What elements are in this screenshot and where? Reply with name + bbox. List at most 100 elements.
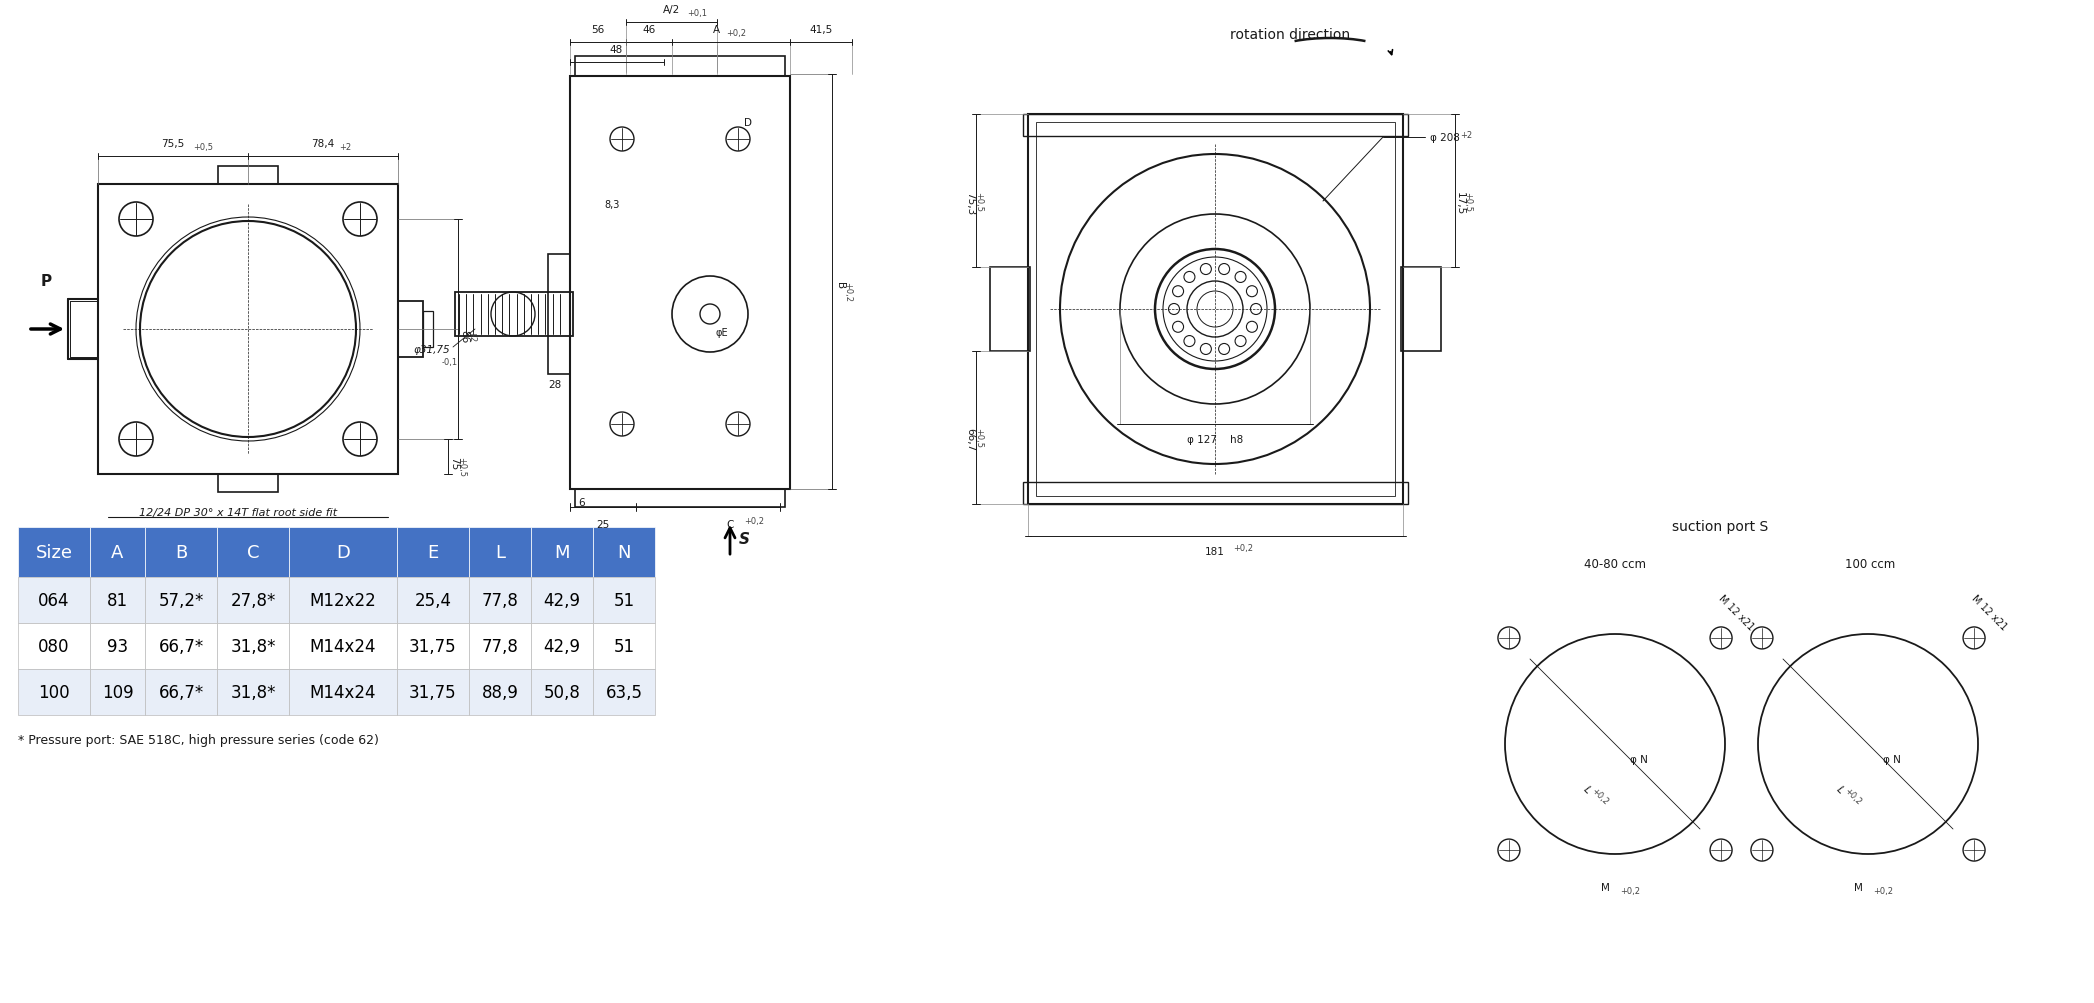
- Bar: [593, 528, 655, 578]
- Bar: [90, 528, 144, 578]
- Text: +0,5: +0,5: [456, 457, 467, 477]
- Text: φE: φE: [716, 328, 729, 338]
- Text: 75,3: 75,3: [965, 192, 976, 215]
- Text: φ 208: φ 208: [1430, 132, 1460, 142]
- Bar: [990, 268, 1030, 352]
- Text: C: C: [247, 544, 260, 562]
- Text: +0,2: +0,2: [743, 517, 764, 526]
- Text: 42,9: 42,9: [544, 592, 580, 610]
- Text: +2: +2: [467, 330, 477, 342]
- Text: 77,8: 77,8: [482, 637, 519, 655]
- Bar: [570, 77, 789, 489]
- Bar: [1022, 115, 1407, 136]
- Bar: [532, 624, 593, 669]
- Bar: [289, 528, 398, 578]
- Text: 50,8: 50,8: [544, 683, 580, 701]
- Text: φ N: φ N: [1883, 754, 1901, 764]
- Text: 63,5: 63,5: [605, 683, 643, 701]
- Bar: [98, 185, 398, 474]
- Bar: [532, 578, 593, 624]
- Bar: [469, 578, 532, 624]
- Bar: [90, 578, 144, 624]
- Bar: [398, 578, 469, 624]
- Bar: [144, 578, 218, 624]
- Bar: [289, 578, 398, 624]
- Text: L: L: [1834, 783, 1845, 794]
- Bar: [144, 528, 218, 578]
- Text: 41,5: 41,5: [810, 25, 833, 35]
- Bar: [398, 528, 469, 578]
- Bar: [1022, 482, 1407, 505]
- Text: +0,2: +0,2: [1589, 786, 1610, 806]
- Text: M 12 x21: M 12 x21: [1970, 593, 2008, 632]
- Bar: [144, 669, 218, 715]
- Text: 27,8*: 27,8*: [230, 592, 276, 610]
- Text: A: A: [111, 544, 124, 562]
- Text: 8,3: 8,3: [605, 200, 620, 210]
- Text: +0,2: +0,2: [1233, 544, 1252, 553]
- Bar: [593, 624, 655, 669]
- Text: D: D: [743, 118, 752, 127]
- Bar: [469, 669, 532, 715]
- Text: 31,75: 31,75: [408, 683, 456, 701]
- Text: 75,5: 75,5: [161, 138, 184, 148]
- Text: 40-80 ccm: 40-80 ccm: [1583, 558, 1646, 571]
- Text: A: A: [712, 25, 720, 35]
- Bar: [90, 624, 144, 669]
- Text: 51: 51: [614, 592, 634, 610]
- Text: B: B: [836, 282, 846, 289]
- Text: L: L: [494, 544, 505, 562]
- Text: 66,7: 66,7: [965, 428, 976, 451]
- Text: M: M: [1853, 882, 1862, 892]
- Bar: [289, 669, 398, 715]
- Text: M: M: [1600, 882, 1610, 892]
- Bar: [549, 255, 570, 375]
- Text: +0,2: +0,2: [844, 282, 852, 302]
- Bar: [398, 302, 423, 358]
- Text: M14x24: M14x24: [310, 637, 377, 655]
- Text: M: M: [555, 544, 570, 562]
- Text: +0,5: +0,5: [193, 142, 214, 151]
- Bar: [532, 669, 593, 715]
- Text: A/2: A/2: [664, 5, 681, 15]
- Text: 17,5: 17,5: [1455, 192, 1464, 215]
- Bar: [576, 489, 785, 508]
- Text: N: N: [618, 544, 630, 562]
- Bar: [218, 578, 289, 624]
- Text: φ N: φ N: [1629, 754, 1648, 764]
- Text: +0,5: +0,5: [1464, 192, 1472, 212]
- Text: 080: 080: [38, 637, 69, 655]
- Bar: [576, 57, 785, 77]
- Bar: [469, 528, 532, 578]
- Text: 181: 181: [1204, 547, 1225, 557]
- Text: 31,8*: 31,8*: [230, 683, 276, 701]
- Text: 56: 56: [591, 25, 605, 35]
- Text: B: B: [176, 544, 186, 562]
- Text: 12/24 DP 30° x 14T flat root side fit: 12/24 DP 30° x 14T flat root side fit: [138, 508, 337, 518]
- Text: 81: 81: [107, 592, 128, 610]
- Bar: [1037, 123, 1395, 496]
- Text: 25,4: 25,4: [415, 592, 452, 610]
- Text: 57,2*: 57,2*: [159, 592, 203, 610]
- Text: 109: 109: [103, 683, 134, 701]
- Text: +0,2: +0,2: [1872, 886, 1893, 895]
- Text: M14x24: M14x24: [310, 683, 377, 701]
- Bar: [19, 528, 90, 578]
- Text: φ31,75: φ31,75: [413, 345, 450, 355]
- Text: 25: 25: [597, 520, 609, 530]
- Text: +0,1: +0,1: [687, 9, 708, 18]
- Bar: [90, 669, 144, 715]
- Text: P: P: [40, 274, 52, 289]
- Text: 100: 100: [38, 683, 69, 701]
- Text: 31,8*: 31,8*: [230, 637, 276, 655]
- Text: 064: 064: [38, 592, 69, 610]
- Bar: [144, 624, 218, 669]
- Text: L: L: [1581, 783, 1594, 794]
- Text: 28: 28: [549, 379, 561, 389]
- Text: 42,9: 42,9: [544, 637, 580, 655]
- Bar: [423, 312, 433, 348]
- Text: 31,75: 31,75: [408, 637, 456, 655]
- Text: 66,7*: 66,7*: [159, 683, 203, 701]
- Text: φ 127    h8: φ 127 h8: [1187, 434, 1244, 444]
- Bar: [19, 578, 90, 624]
